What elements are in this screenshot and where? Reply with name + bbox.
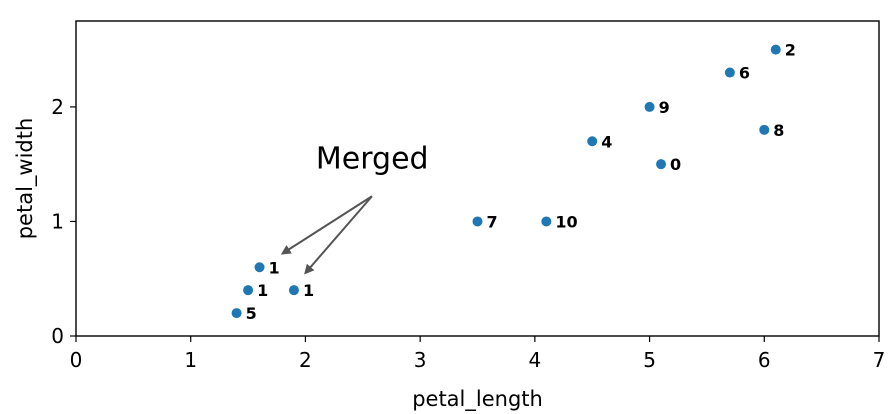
data-point (770, 44, 781, 55)
annotation-arrow (280, 195, 373, 255)
y-tick-label: 2 (51, 95, 64, 119)
point-label: 1 (269, 258, 280, 277)
plot-area (75, 20, 880, 337)
x-axis-label: petal_length (412, 387, 543, 412)
data-point (587, 136, 598, 147)
data-point (231, 308, 242, 319)
point-label: 6 (739, 64, 750, 83)
data-point (288, 285, 299, 296)
point-label: 0 (670, 155, 681, 174)
point-label: 2 (785, 41, 796, 60)
point-label: 8 (773, 121, 784, 140)
point-label: 5 (246, 304, 257, 323)
data-point (724, 67, 735, 78)
x-tick-label: 7 (873, 348, 886, 372)
y-tick-label: 1 (51, 209, 64, 233)
data-point (644, 101, 655, 112)
point-label: 10 (555, 212, 577, 231)
x-tick-label: 2 (299, 348, 312, 372)
point-label: 9 (659, 98, 670, 117)
y-axis-label: petal_width (13, 118, 38, 240)
x-tick-label: 0 (70, 348, 83, 372)
data-point (243, 285, 254, 296)
x-tick-label: 6 (758, 348, 771, 372)
data-point (541, 216, 552, 227)
x-tick-label: 4 (528, 348, 541, 372)
annotation: Merged (280, 141, 429, 275)
data-point (656, 159, 667, 170)
y-tick-label: 0 (51, 324, 64, 348)
annotation-arrow (304, 195, 373, 275)
x-tick-label: 1 (184, 348, 197, 372)
point-label: 4 (601, 132, 612, 151)
annotation-text: Merged (316, 141, 429, 176)
x-axis-ticks: 0 1 2 3 4 5 6 7 (70, 336, 886, 372)
data-point (254, 262, 265, 273)
point-label: 7 (487, 212, 498, 231)
y-axis-ticks: 0 1 2 (51, 95, 76, 348)
point-label: 1 (257, 281, 268, 300)
point-label: 1 (303, 281, 314, 300)
data-point (472, 216, 483, 227)
x-tick-label: 5 (643, 348, 656, 372)
x-tick-label: 3 (414, 348, 427, 372)
data-point (759, 124, 770, 135)
